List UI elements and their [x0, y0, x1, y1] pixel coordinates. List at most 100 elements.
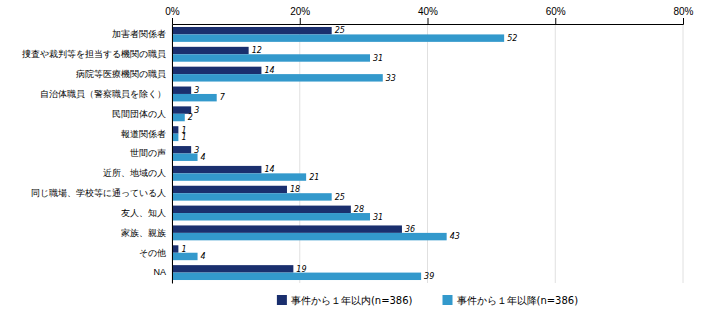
bar: [172, 193, 332, 200]
y-tick-label: 病院等医療機関の職員: [76, 69, 166, 79]
x-tick: 0%: [165, 6, 180, 24]
x-tick-label: 80%: [673, 6, 693, 17]
y-tick: 捜査や裁判等を担当する機関の職員: [22, 49, 172, 59]
y-tick-label: 近所、地域の人: [103, 168, 166, 178]
legend-item: 事件から１年以内(n=386): [277, 295, 413, 306]
data-label: 3: [194, 86, 199, 95]
y-tick-label: 同じ職場、学校等に通っている人: [31, 188, 166, 198]
y-tick: 報道関係者: [121, 129, 172, 139]
x-tick-label: 0%: [165, 6, 180, 17]
plot: 2512143313141828361195231337214212531434…: [22, 6, 694, 284]
x-axis: 0% 20% 40% 60% 80%: [165, 6, 693, 25]
bar: [172, 154, 198, 161]
y-tick-label: 加害者関係者: [112, 29, 166, 39]
bar: [172, 94, 217, 101]
x-tick-label: 60%: [546, 6, 566, 17]
data-label: 1: [181, 245, 186, 254]
data-label: 3: [194, 146, 199, 155]
bar: [172, 206, 351, 213]
data-label: 28: [354, 205, 364, 214]
bar-series: [172, 34, 504, 280]
grid-line: [172, 24, 173, 283]
data-labels: 2512143313141828361195231337214212531434…: [181, 26, 517, 281]
legend-label: 事件から１年以降(n=386): [457, 295, 579, 306]
y-tick: 同じ職場、学校等に通っている人: [31, 188, 172, 198]
bar: [172, 74, 383, 81]
grid-line: [683, 24, 684, 283]
grid-line: [299, 24, 300, 283]
y-tick: 自治体職員（警察職員を除く）: [40, 89, 172, 99]
data-label: 7: [220, 93, 226, 102]
grid: [172, 24, 683, 283]
y-tick-label: NA: [153, 267, 166, 277]
bar: [172, 166, 261, 173]
y-tick-label: 民間団体の人: [112, 109, 166, 119]
data-label: 1: [181, 133, 186, 142]
y-tick-label: 家族、親族: [121, 228, 166, 238]
bar: [172, 87, 191, 94]
y-tick-label: 報道関係者: [121, 129, 166, 139]
bar: [172, 47, 249, 54]
y-tick: 病院等医療機関の職員: [76, 69, 172, 79]
x-tick-mark: [300, 18, 301, 24]
data-label: 31: [373, 213, 383, 222]
y-tick: その他: [139, 248, 172, 258]
x-tick: 20%: [290, 6, 310, 24]
bar: [172, 213, 370, 220]
x-tick-mark: [428, 18, 429, 24]
bar: [172, 27, 332, 34]
data-label: 4: [201, 252, 206, 261]
data-label: 14: [264, 66, 274, 75]
data-label: 21: [309, 173, 319, 182]
y-tick: 家族、親族: [121, 228, 172, 238]
data-label: 18: [290, 185, 300, 194]
data-label: 33: [386, 74, 396, 83]
y-tick: NA: [153, 267, 172, 277]
data-label: 3: [194, 106, 199, 115]
x-tick: 80%: [673, 6, 693, 24]
bar: [172, 34, 504, 41]
y-tick: 世間の声: [130, 148, 172, 158]
y-tick-label: 友人、知人: [121, 208, 166, 218]
chart: 2512143313141828361195231337214212531434…: [0, 0, 707, 317]
data-label: 52: [507, 34, 517, 43]
data-label: 2: [188, 113, 193, 122]
legend-label: 事件から１年以内(n=386): [291, 295, 413, 306]
data-label: 39: [424, 272, 434, 281]
legend-item: 事件から１年以降(n=386): [443, 295, 579, 306]
x-tick-label: 20%: [290, 6, 310, 17]
bar: [172, 67, 261, 74]
data-label: 25: [335, 193, 345, 202]
legend-swatch: [277, 295, 287, 305]
y-axis: 加害者関係者捜査や裁判等を担当する機関の職員病院等医療機関の職員自治体職員（警察…: [22, 25, 173, 284]
y-tick: 友人、知人: [121, 208, 172, 218]
bar: [172, 186, 287, 193]
bar: [172, 173, 306, 180]
y-axis-line: [172, 25, 173, 284]
data-label: 19: [296, 265, 306, 274]
x-tick-mark: [683, 18, 684, 24]
bar: [172, 225, 402, 232]
bar: [172, 114, 185, 121]
grid-line: [427, 24, 428, 283]
bar: [172, 273, 421, 280]
x-tick: 40%: [418, 6, 438, 24]
y-tick-label: 自治体職員（警察職員を除く）: [40, 89, 166, 99]
y-tick-label: 捜査や裁判等を担当する機関の職員: [22, 49, 166, 59]
y-tick-label: 世間の声: [130, 148, 166, 158]
data-label: 12: [252, 46, 262, 55]
y-tick: 民間団体の人: [112, 109, 172, 119]
data-label: 31: [373, 54, 383, 63]
legend: 事件から１年以内(n=386) 事件から１年以降(n=386): [277, 295, 578, 306]
y-tick-label: その他: [139, 248, 166, 258]
x-tick-mark: [172, 18, 173, 24]
data-label: 43: [450, 232, 460, 241]
x-axis-line: [173, 18, 684, 25]
bar: [172, 253, 198, 260]
bar: [172, 233, 447, 240]
data-label: 36: [405, 225, 415, 234]
bar: [172, 146, 191, 153]
y-tick: 加害者関係者: [112, 29, 172, 39]
bar: [172, 265, 293, 272]
x-tick-mark: [555, 18, 556, 24]
